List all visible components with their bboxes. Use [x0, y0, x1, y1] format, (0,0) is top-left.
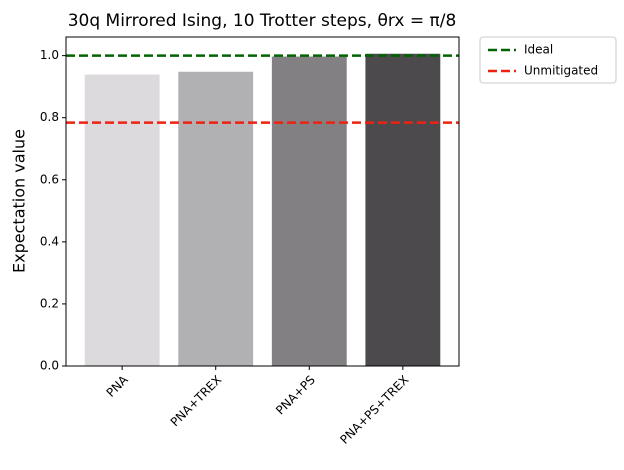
bar	[178, 71, 254, 366]
y-tick-label: 0.6	[40, 172, 59, 186]
x-tick-label: PNA+TREX	[168, 373, 225, 430]
y-axis-label: Expectation value	[10, 129, 29, 273]
chart-title: 30q Mirrored Ising, 10 Trotter steps, θr…	[68, 11, 457, 31]
bar	[84, 74, 160, 366]
y-tick-label: 0.4	[40, 234, 59, 248]
legend-label: Ideal	[524, 43, 553, 57]
x-tick-label: PNA+PS+TREX	[337, 373, 411, 447]
y-tick-label: 0.2	[40, 296, 59, 310]
plot-frame	[65, 36, 460, 367]
y-tick-label: 1.0	[40, 48, 59, 62]
bar	[271, 56, 347, 366]
x-tick-label: PNA	[104, 372, 132, 400]
y-tick-label: 0.8	[40, 110, 59, 124]
y-tick-label: 0.0	[40, 359, 59, 373]
x-tick-label: PNA+PS	[273, 373, 318, 418]
legend-label: Unmitigated	[524, 64, 598, 78]
bar	[365, 53, 441, 366]
